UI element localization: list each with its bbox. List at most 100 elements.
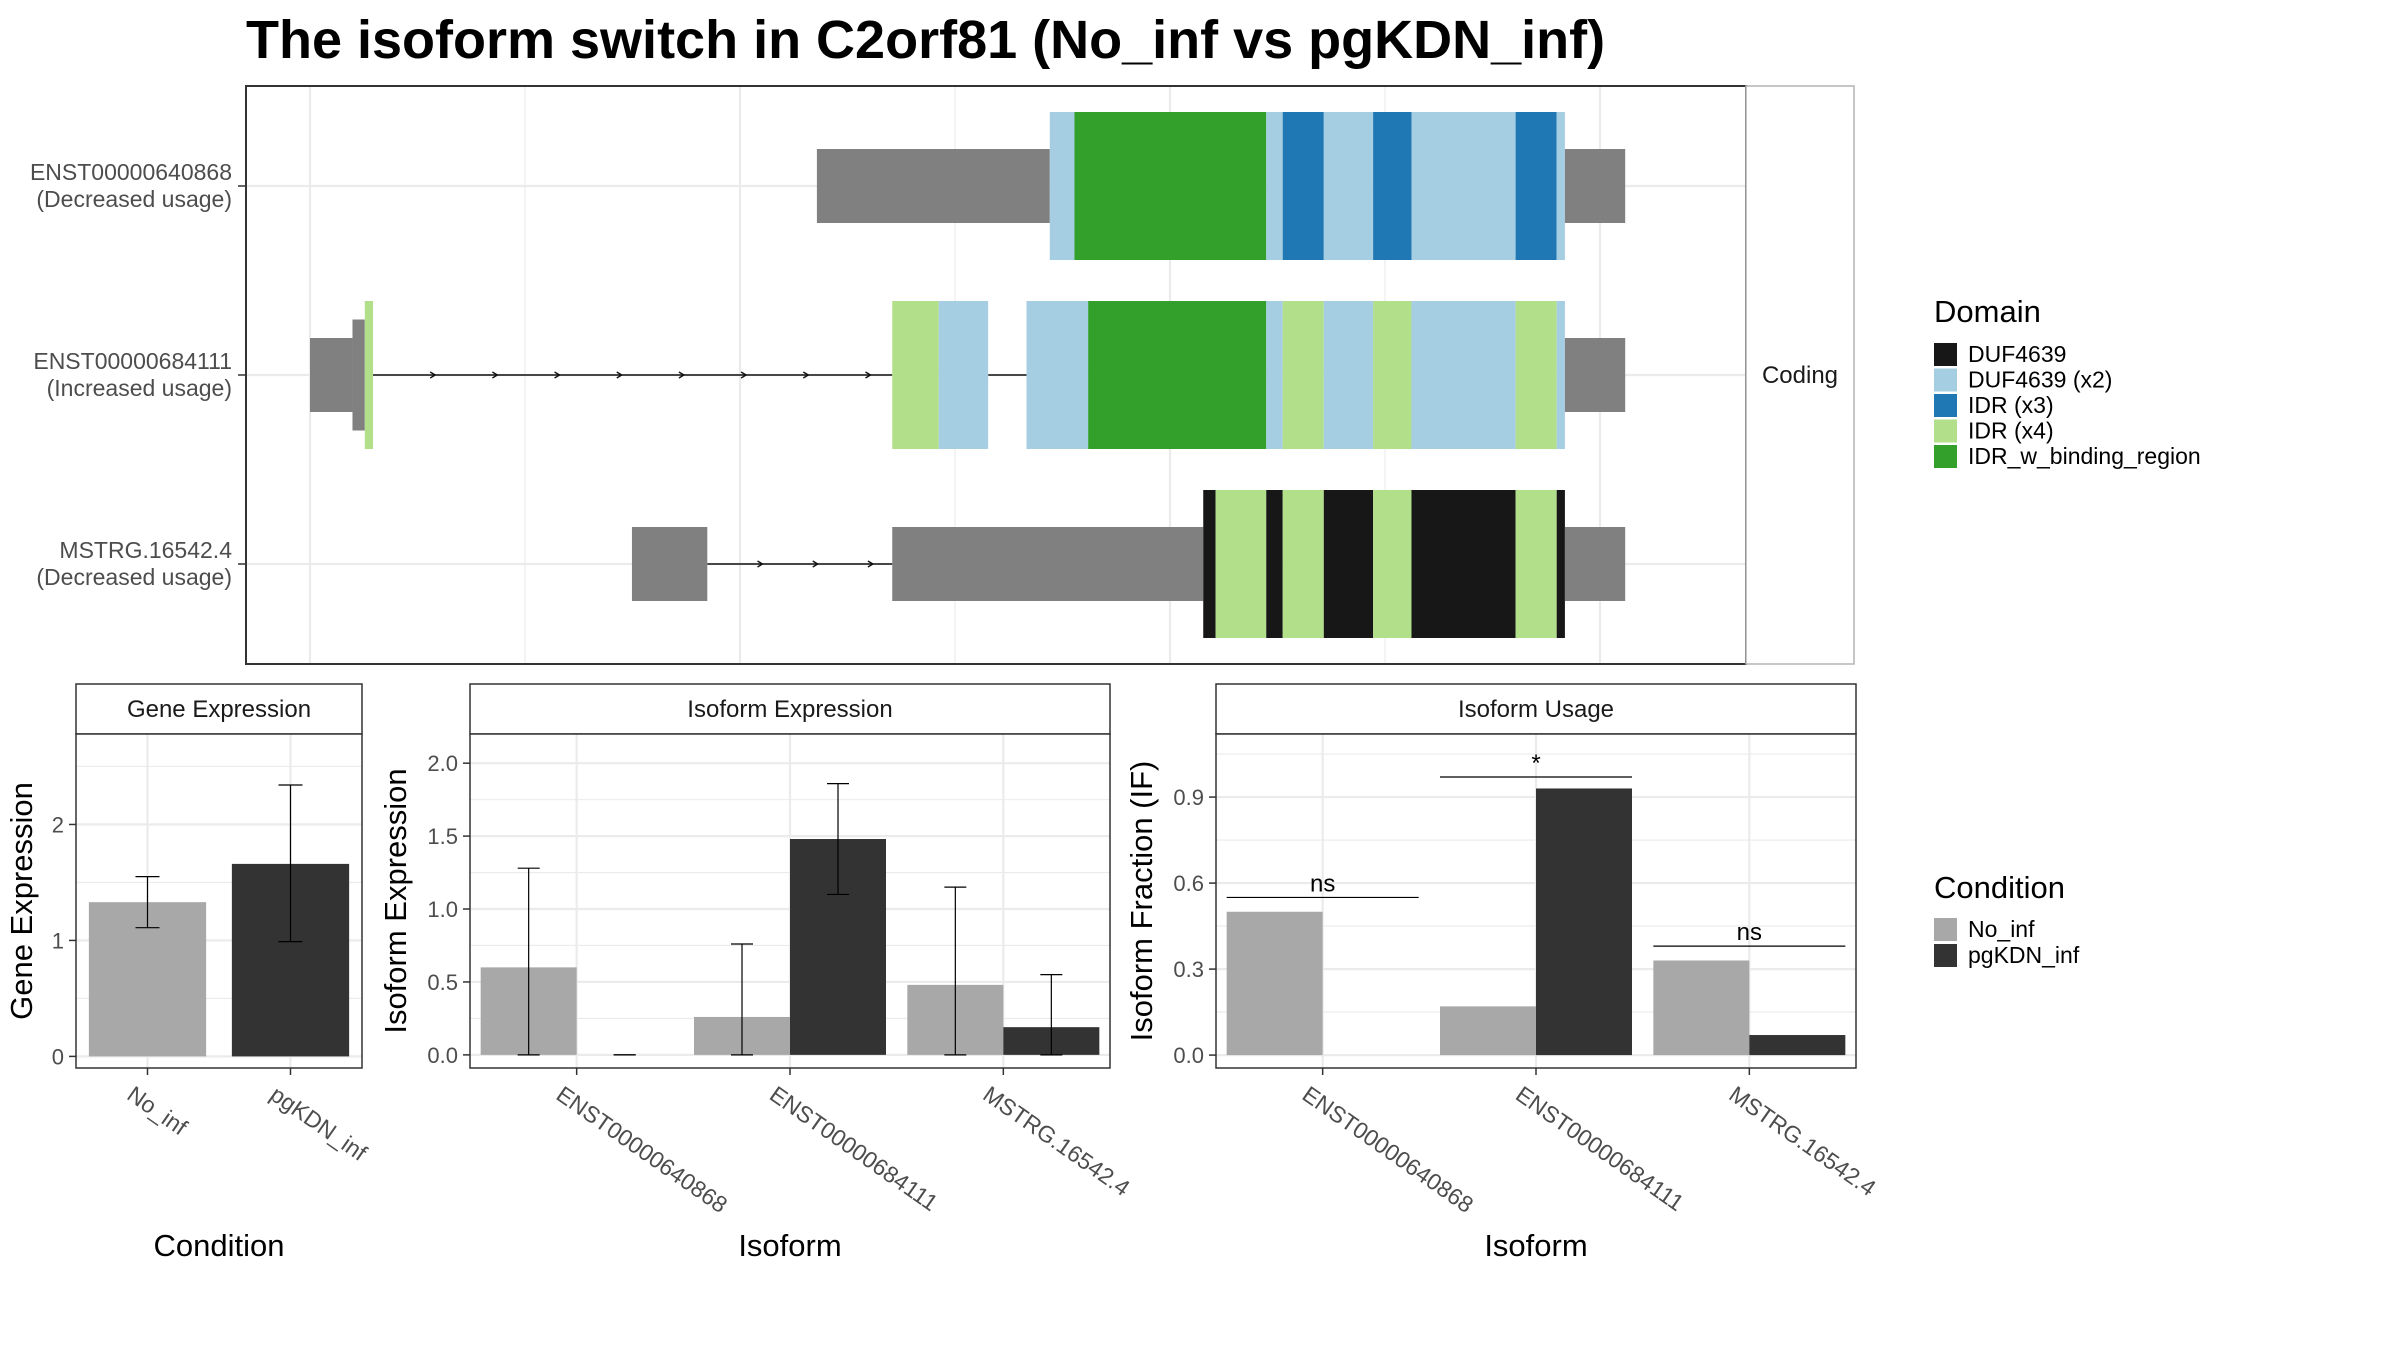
y-tick-label: 0.6 (1173, 871, 1204, 896)
domain-block (1074, 112, 1267, 260)
y-axis-title: Isoform Fraction (IF) (1124, 761, 1159, 1042)
utr-block (1564, 149, 1626, 223)
intron-direction-arrow (616, 371, 624, 379)
utr-block (310, 338, 353, 412)
y-tick-label: 1.5 (427, 824, 458, 849)
bar (1749, 1035, 1846, 1056)
domain-block (1266, 301, 1283, 449)
x-axis-title: Isoform (1484, 1228, 1587, 1263)
domain-block (1556, 112, 1565, 260)
domain-block (1515, 112, 1557, 260)
x-tick-label: MSTRG.16542.4 (978, 1081, 1134, 1201)
y-tick-label: 0.0 (1173, 1043, 1204, 1068)
intron-direction-arrow (757, 560, 764, 568)
x-tick-label: ENST00000640868 (552, 1081, 732, 1218)
domain-block (1411, 112, 1516, 260)
transcript-usage-label: (Decreased usage) (36, 186, 232, 212)
domain-block (1266, 112, 1283, 260)
intron-direction-arrow (812, 560, 820, 568)
legend-label: No_inf (1968, 916, 2035, 942)
transcript-structure-panel: ENST00000640868(Decreased usage)ENST0000… (30, 85, 1855, 665)
legend-swatch (1934, 394, 1957, 417)
legend-swatch (1934, 368, 1957, 392)
legend-title: Condition (1934, 870, 2065, 905)
intron-direction-arrow (865, 371, 872, 379)
transcript-label: ENST00000640868 (30, 159, 232, 185)
intron-direction-arrow (867, 560, 875, 568)
domain-block (1411, 490, 1516, 638)
domain-block (1373, 301, 1412, 449)
bar (1536, 788, 1632, 1056)
intron-direction-arrow (740, 371, 748, 379)
legend-label: DUF4639 (1968, 341, 2066, 367)
transcript-label: ENST00000684111 (33, 348, 232, 374)
figure-title: The isoform switch in C2orf81 (No_inf vs… (246, 10, 1605, 70)
y-tick-label: 0.3 (1173, 957, 1204, 982)
strip-background (1215, 683, 1857, 735)
utr-block (1564, 527, 1626, 601)
bar (1653, 960, 1750, 1056)
domain-block (1373, 490, 1412, 638)
significance-label: * (1531, 750, 1540, 777)
strip-background (469, 683, 1111, 735)
utr-block (1564, 338, 1626, 412)
y-tick-label: 0 (52, 1044, 64, 1069)
y-tick-label: 0.0 (427, 1043, 458, 1068)
domain-block (1203, 490, 1216, 638)
legend-swatch (1934, 419, 1957, 443)
domain-block (1411, 301, 1516, 449)
significance-label: ns (1310, 870, 1335, 897)
domain-block (1282, 490, 1324, 638)
isoform-usage-panel: Isoform Usage ns * ns 0.0 0.3 0.6 0.9 ENST000006… (1124, 683, 1881, 1263)
intron-direction-arrow (554, 371, 561, 379)
x-tick-label: MSTRG.16542.4 (1724, 1081, 1880, 1201)
domain-block (1323, 301, 1374, 449)
domain-block (1323, 112, 1374, 260)
x-tick-label: ENST00000684111 (765, 1081, 943, 1216)
legend-title: Domain (1934, 294, 2041, 329)
domain-block (1266, 490, 1283, 638)
strip-label: Isoform Expression (687, 696, 892, 723)
domain-block (1556, 490, 1565, 638)
transcript-usage-label: (Increased usage) (47, 375, 232, 401)
domain-block (892, 301, 939, 449)
legend-swatch (1934, 445, 1957, 468)
legend-swatch (1934, 944, 1957, 967)
legend-label: IDR (x3) (1968, 392, 2054, 418)
bar (1226, 911, 1323, 1056)
legend-swatch (1934, 918, 1957, 941)
domain-block (1515, 490, 1557, 638)
utr-block (631, 527, 708, 601)
intron-direction-arrow (429, 371, 437, 379)
bar (1440, 1006, 1536, 1056)
isoform-expression-panel: Isoform Expression 0.0 0.5 1.0 1.5 2.0 ENST000… (378, 683, 1135, 1263)
domain-block (1515, 301, 1557, 449)
utr-block (352, 319, 365, 431)
domain-block (1088, 301, 1267, 449)
domain-block (1282, 112, 1324, 260)
domain-block (1556, 301, 1565, 449)
domain-block (1323, 490, 1374, 638)
intron-direction-arrow (802, 371, 810, 379)
x-tick-label: ENST00000640868 (1298, 1081, 1478, 1218)
transcript-label: MSTRG.16542.4 (59, 537, 232, 563)
legend-label: DUF4639 (x2) (1968, 367, 2112, 393)
domain-block (938, 301, 989, 449)
transcript-usage-label: (Decreased usage) (36, 564, 232, 590)
intron-direction-arrow (492, 371, 499, 379)
y-tick-label: 0.9 (1173, 785, 1204, 810)
significance-label: ns (1737, 919, 1762, 946)
x-axis-title: Isoform (738, 1228, 841, 1263)
legend-label: IDR_w_binding_region (1968, 443, 2201, 469)
domain-block (1049, 112, 1075, 260)
utr-block (816, 149, 1050, 223)
x-tick-label: pgKDN_inf (266, 1081, 373, 1166)
domain-block (1215, 490, 1267, 638)
facet-strip-label: Coding (1762, 362, 1838, 389)
y-tick-label: 1 (52, 928, 64, 953)
y-axis-title: Isoform Expression (378, 768, 413, 1033)
x-tick-label: ENST00000684111 (1511, 1081, 1689, 1216)
